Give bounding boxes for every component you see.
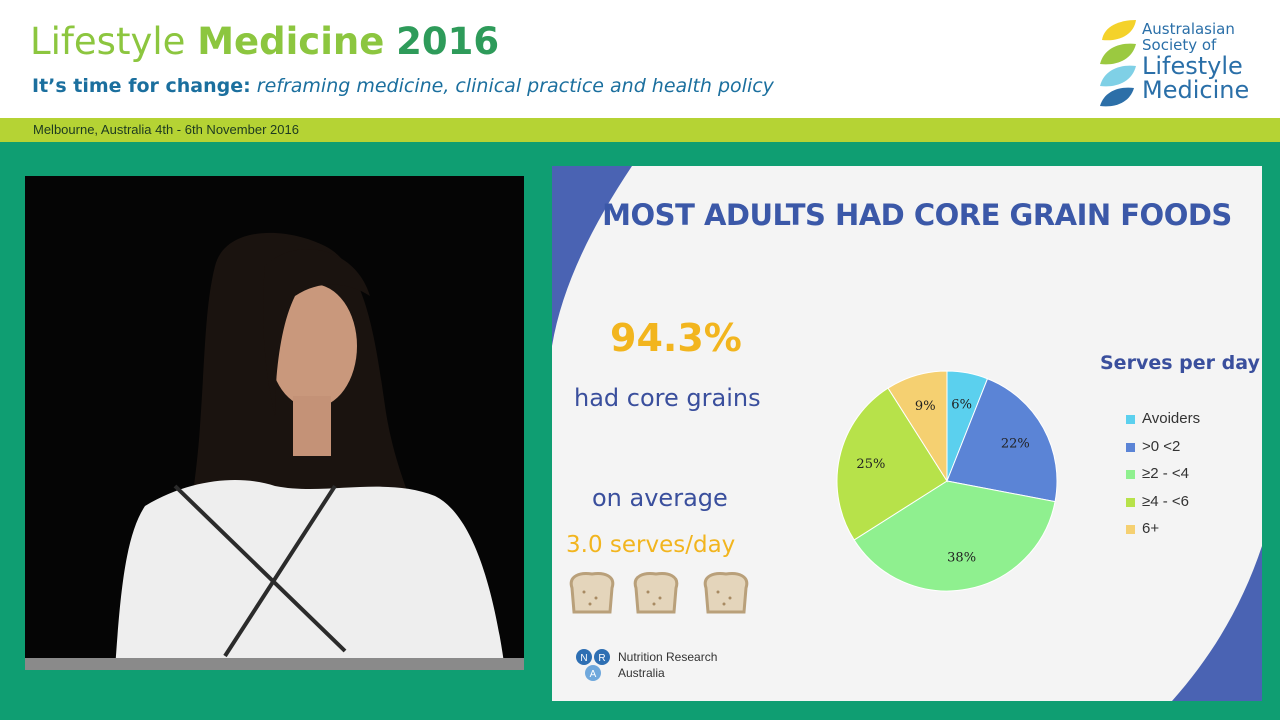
nra-letter-a: A <box>590 669 597 680</box>
legend-label: >0 <2 <box>1142 437 1181 455</box>
legend-swatch <box>1126 525 1135 534</box>
location-text: Melbourne, Australia 4th - 6th November … <box>33 122 299 137</box>
average-text: on average <box>592 484 728 512</box>
nra-line-2: Australia <box>618 665 665 680</box>
pie-data-label: 6% <box>951 397 972 412</box>
pie-slice <box>836 387 948 541</box>
nra-letter-r: R <box>598 653 605 664</box>
subtitle-lead: It’s time for change: <box>32 75 251 97</box>
legend-swatch <box>1126 497 1135 507</box>
logo-line-3: Lifestyle <box>1142 52 1243 80</box>
subtitle-rest: reframing medicine, clinical practice an… <box>256 75 774 97</box>
logo-text: Australasian Society of Lifestyle Medici… <box>1142 20 1250 104</box>
legend-swatch <box>1126 442 1135 452</box>
logo-line-4: Medicine <box>1142 76 1250 104</box>
bread-slice-icon <box>703 572 749 614</box>
bread-slice-icon <box>569 572 615 614</box>
legend-label: ≥4 - <6 <box>1142 492 1190 510</box>
conference-title: Lifestyle Medicine 2016 <box>30 20 499 63</box>
leaf-logo-icon <box>1100 20 1136 107</box>
slide-title: MOST ADULTS HAD CORE GRAIN FOODS <box>602 198 1232 232</box>
pie-data-label: 38% <box>947 551 976 566</box>
serves-pie-chart: 6% 22% 38% 25% 9% <box>836 370 1058 592</box>
nra-letter-n: N <box>580 653 587 664</box>
legend-label: ≥2 - <4 <box>1142 465 1190 482</box>
conference-header: Lifestyle Medicine 2016 It’s time for ch… <box>0 0 1280 118</box>
serves-text: 3.0 serves/day <box>566 532 736 558</box>
pie-data-label: 9% <box>915 399 936 414</box>
pie-data-label: 25% <box>856 457 885 472</box>
nra-text: Nutrition Research Australia <box>618 650 717 681</box>
bread-slice-icon <box>633 572 679 614</box>
core-grains-text: had core grains <box>574 384 761 412</box>
slide-decoration <box>552 166 1262 701</box>
legend-label: Avoiders <box>1142 410 1201 427</box>
pie-data-label: 22% <box>1001 436 1030 451</box>
nra-line-1: Nutrition Research <box>618 650 718 664</box>
location-banner: Melbourne, Australia 4th - 6th November … <box>0 118 1280 142</box>
legend-swatch <box>1126 415 1135 424</box>
title-word-lifestyle: Lifestyle <box>30 20 186 63</box>
pie-slice <box>887 370 948 483</box>
nra-logo: N R A Nutrition Research Australia <box>574 648 754 688</box>
legend-label: 6+ <box>1142 520 1160 537</box>
big-percent: 94.3% <box>610 316 742 360</box>
presentation-slide: MOST ADULTS HAD CORE GRAIN FOODS 94.3% h… <box>552 166 1262 701</box>
pie-slice <box>946 378 1058 503</box>
speaker-image <box>25 176 524 670</box>
nra-badge-icon: N R A <box>576 649 610 681</box>
title-word-medicine: Medicine <box>197 20 385 63</box>
title-year: 2016 <box>396 20 500 63</box>
logo-line-1: Australasian <box>1142 20 1235 38</box>
speaker-video <box>25 176 524 670</box>
legend-title: Serves per day <box>1100 352 1260 374</box>
asl-logo: Australasian Society of Lifestyle Medici… <box>1098 18 1268 108</box>
logo-line-2: Society of <box>1142 36 1217 54</box>
conference-subtitle: It’s time for change: reframing medicine… <box>32 75 774 97</box>
legend-swatch <box>1126 470 1135 479</box>
